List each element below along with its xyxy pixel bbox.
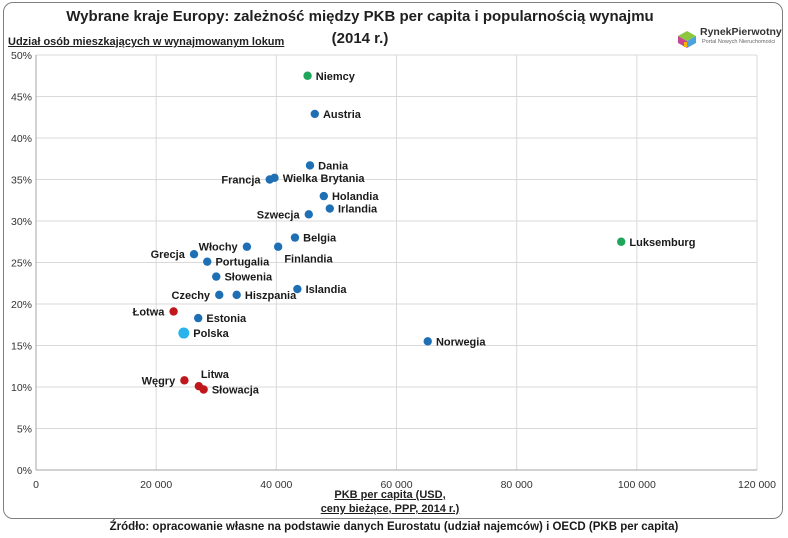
x-axis-label-line-1: PKB per capita (USD,	[334, 489, 446, 501]
y-tick-label: 15%	[11, 341, 32, 353]
point-wielka-brytania	[270, 173, 279, 183]
x-tick-label: 100 000	[618, 479, 656, 491]
x-tick-label: 60 000	[380, 479, 412, 491]
label-wielka-brytania: Wielka Brytania	[283, 173, 366, 185]
label-dania: Dania	[318, 160, 349, 172]
y-tick-label: 0%	[17, 465, 32, 477]
label-luksemburg: Luksemburg	[629, 237, 695, 249]
y-tick-label: 40%	[11, 133, 32, 145]
label-czechy: Czechy	[172, 290, 211, 302]
logo-tagline: Portal Nowych Nieruchomości	[702, 39, 776, 45]
label-francja: Francja	[221, 175, 261, 187]
y-tick-label: 45%	[11, 92, 32, 104]
label-norwegia: Norwegia	[436, 336, 486, 348]
label-irlandia: Irlandia	[338, 204, 378, 216]
title-line-1: Wybrane kraje Europy: zależność między P…	[66, 8, 654, 25]
y-tick-label: 30%	[11, 216, 32, 228]
label-slowacja: Słowacja	[212, 384, 260, 396]
label-belgia: Belgia	[303, 233, 337, 245]
point-luksemburg	[617, 237, 626, 246]
point-slowenia	[212, 272, 221, 281]
label-hiszpania: Hiszpania	[245, 290, 297, 302]
point-dania	[305, 161, 315, 170]
logo: RynekPierwotny Portal Nowych Nieruchomoś…	[676, 26, 784, 50]
point-polska	[178, 327, 190, 339]
point-finlandia	[273, 242, 283, 251]
y-tick-label: 25%	[11, 258, 32, 270]
point-szwecja	[304, 210, 313, 219]
x-axis-label: PKB per capita (USD, ceny bieżące, PPP, …	[310, 488, 470, 516]
y-tick-label: 50%	[11, 50, 32, 62]
point-niemcy	[303, 71, 312, 80]
x-axis-label-line-2: ceny bieżące, PPP, 2014 r.)	[320, 503, 460, 515]
chart-title: Wybrane kraje Europy: zależność między P…	[60, 6, 660, 50]
y-tick-label: 5%	[17, 424, 32, 436]
label-polska: Polska	[193, 328, 229, 340]
point-estonia	[194, 313, 203, 323]
label-holandia: Holandia	[332, 191, 379, 203]
label-lotwa: Łotwa	[133, 306, 166, 318]
point-slowacja	[199, 385, 208, 394]
x-tick-label: 20 000	[140, 479, 172, 491]
y-tick-label: 35%	[11, 175, 32, 187]
chart-frame	[3, 2, 783, 519]
point-norwegia	[423, 337, 432, 346]
label-niemcy: Niemcy	[316, 71, 356, 83]
label-finlandia: Finlandia	[284, 254, 333, 266]
point-holandia	[319, 191, 328, 201]
title-line-2: (2014 r.)	[331, 30, 389, 47]
label-estonia: Estonia	[206, 313, 247, 325]
label-grecja: Grecja	[151, 249, 186, 261]
point-lotwa	[169, 307, 178, 316]
logo-brand: RynekPierwotny	[700, 26, 782, 38]
label-austria: Austria	[323, 109, 362, 121]
x-tick-label: 80 000	[501, 479, 533, 491]
point-grecja	[189, 250, 199, 259]
point-hiszpania	[232, 290, 241, 300]
point-czechy	[215, 290, 224, 300]
point-islandia	[293, 284, 302, 294]
label-wlochy: Włochy	[199, 242, 239, 254]
point-wlochy	[242, 242, 252, 251]
point-irlandia	[325, 204, 335, 213]
source-note: Źródło: opracowanie własne na podstawie …	[109, 521, 679, 533]
y-tick-label: 10%	[11, 382, 32, 394]
label-szwecja: Szwecja	[257, 209, 301, 221]
label-wegry: Węgry	[142, 375, 177, 387]
point-austria	[310, 109, 319, 119]
x-tick-label: 120 000	[738, 479, 776, 491]
label-litwa: Litwa	[201, 369, 230, 381]
label-slowenia: Słowenia	[224, 272, 273, 284]
point-belgia	[290, 233, 300, 242]
x-tick-label: 40 000	[260, 479, 292, 491]
x-tick-label: 0	[33, 479, 39, 491]
house-cube-icon	[678, 31, 696, 48]
y-tick-label: 20%	[11, 299, 32, 311]
point-wegry	[180, 376, 189, 385]
y-axis-label: Udział osób mieszkających w wynajmowanym…	[8, 36, 285, 48]
label-portugalia: Portugalia	[215, 257, 270, 269]
label-islandia: Islandia	[306, 284, 348, 296]
point-portugalia	[203, 257, 212, 266]
